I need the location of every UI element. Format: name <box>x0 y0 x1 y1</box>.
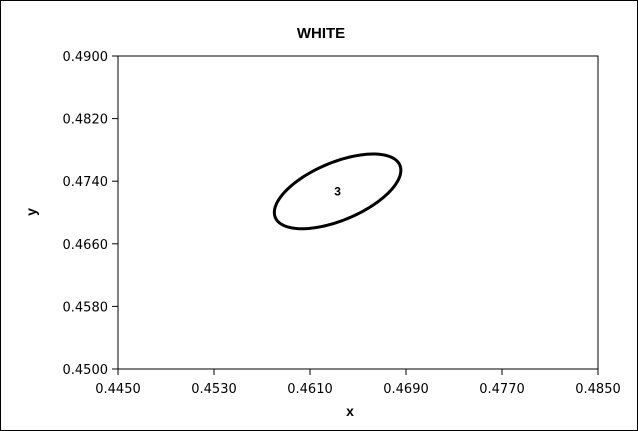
y-tick-label: 0.4580 <box>63 300 109 315</box>
y-axis-ticks: 0.4900 0.4820 0.4740 0.4660 0.4580 0.4500 <box>63 50 118 378</box>
ellipse-label: 3 <box>334 184 341 198</box>
y-tick-label: 0.4820 <box>63 113 109 128</box>
y-tick-label: 0.4500 <box>63 363 109 378</box>
x-axis-ticks: 0.4450 0.4530 0.4610 0.4690 0.4770 0.4850 <box>95 369 621 397</box>
y-tick-label: 0.4900 <box>63 50 109 65</box>
x-axis-label: x <box>346 403 354 419</box>
x-tick-label: 0.4850 <box>575 382 621 397</box>
y-axis-label: y <box>23 208 39 216</box>
macadam-ellipse <box>272 152 403 231</box>
x-tick-label: 0.4690 <box>383 382 429 397</box>
x-tick-label: 0.4610 <box>287 382 333 397</box>
x-tick-label: 0.4770 <box>479 382 525 397</box>
plot-area <box>117 55 599 370</box>
x-tick-label: 0.4530 <box>191 382 237 397</box>
y-tick-label: 0.4660 <box>63 238 109 253</box>
chart-title: WHITE <box>297 25 345 42</box>
x-tick-label: 0.4450 <box>95 382 141 397</box>
chart-marks: 3 <box>272 152 403 231</box>
y-tick-label: 0.4740 <box>63 175 109 190</box>
